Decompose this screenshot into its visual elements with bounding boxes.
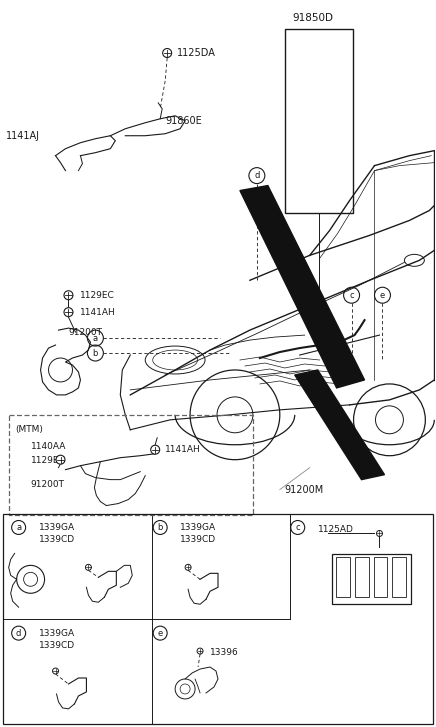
Text: a: a [93,334,98,342]
Text: 13396: 13396 [210,648,239,656]
Text: 1339GA: 1339GA [38,629,75,638]
Circle shape [64,291,73,300]
Circle shape [151,445,160,454]
Bar [392,558,406,598]
Text: 1339GA: 1339GA [38,523,75,532]
Text: (MTM): (MTM) [16,425,44,434]
Text: 1339GA: 1339GA [180,523,216,532]
Text: 1129EC: 1129EC [31,456,65,465]
Text: 1141AJ: 1141AJ [6,131,40,141]
Text: 1141AH: 1141AH [165,445,201,454]
Text: d: d [254,171,259,180]
Text: 91200T: 91200T [68,328,102,337]
Bar [354,558,368,598]
Circle shape [64,308,73,317]
Text: 1339CD: 1339CD [180,536,216,545]
Text: 91200M: 91200M [285,485,324,494]
Text: 91860E: 91860E [165,116,202,126]
Circle shape [52,668,58,674]
Text: c: c [349,291,354,300]
Bar [374,558,388,598]
Text: c: c [296,523,300,532]
Text: a: a [16,523,21,532]
Bar [3,513,433,724]
Polygon shape [295,370,385,480]
Polygon shape [240,185,364,388]
Text: 1339CD: 1339CD [38,536,75,545]
Bar [9,415,253,515]
Text: d: d [16,629,21,638]
Text: b: b [93,348,98,358]
Text: e: e [380,291,385,300]
Circle shape [197,648,203,654]
Text: b: b [157,523,163,532]
Bar [336,558,350,598]
Text: e: e [157,629,163,638]
Bar [332,555,412,604]
Text: 91200T: 91200T [31,480,65,489]
Text: 1125AD: 1125AD [318,526,354,534]
Circle shape [163,49,172,57]
Circle shape [377,531,382,537]
Text: 1339CD: 1339CD [38,641,75,650]
Text: 1125DA: 1125DA [177,48,216,58]
Text: 1129EC: 1129EC [80,291,115,300]
Text: 1140AA: 1140AA [31,442,66,451]
Circle shape [185,564,191,571]
Bar [285,29,353,214]
Text: 91850D: 91850D [293,13,334,23]
Circle shape [56,455,65,464]
Text: 1141AH: 1141AH [80,308,116,317]
Circle shape [85,564,92,571]
